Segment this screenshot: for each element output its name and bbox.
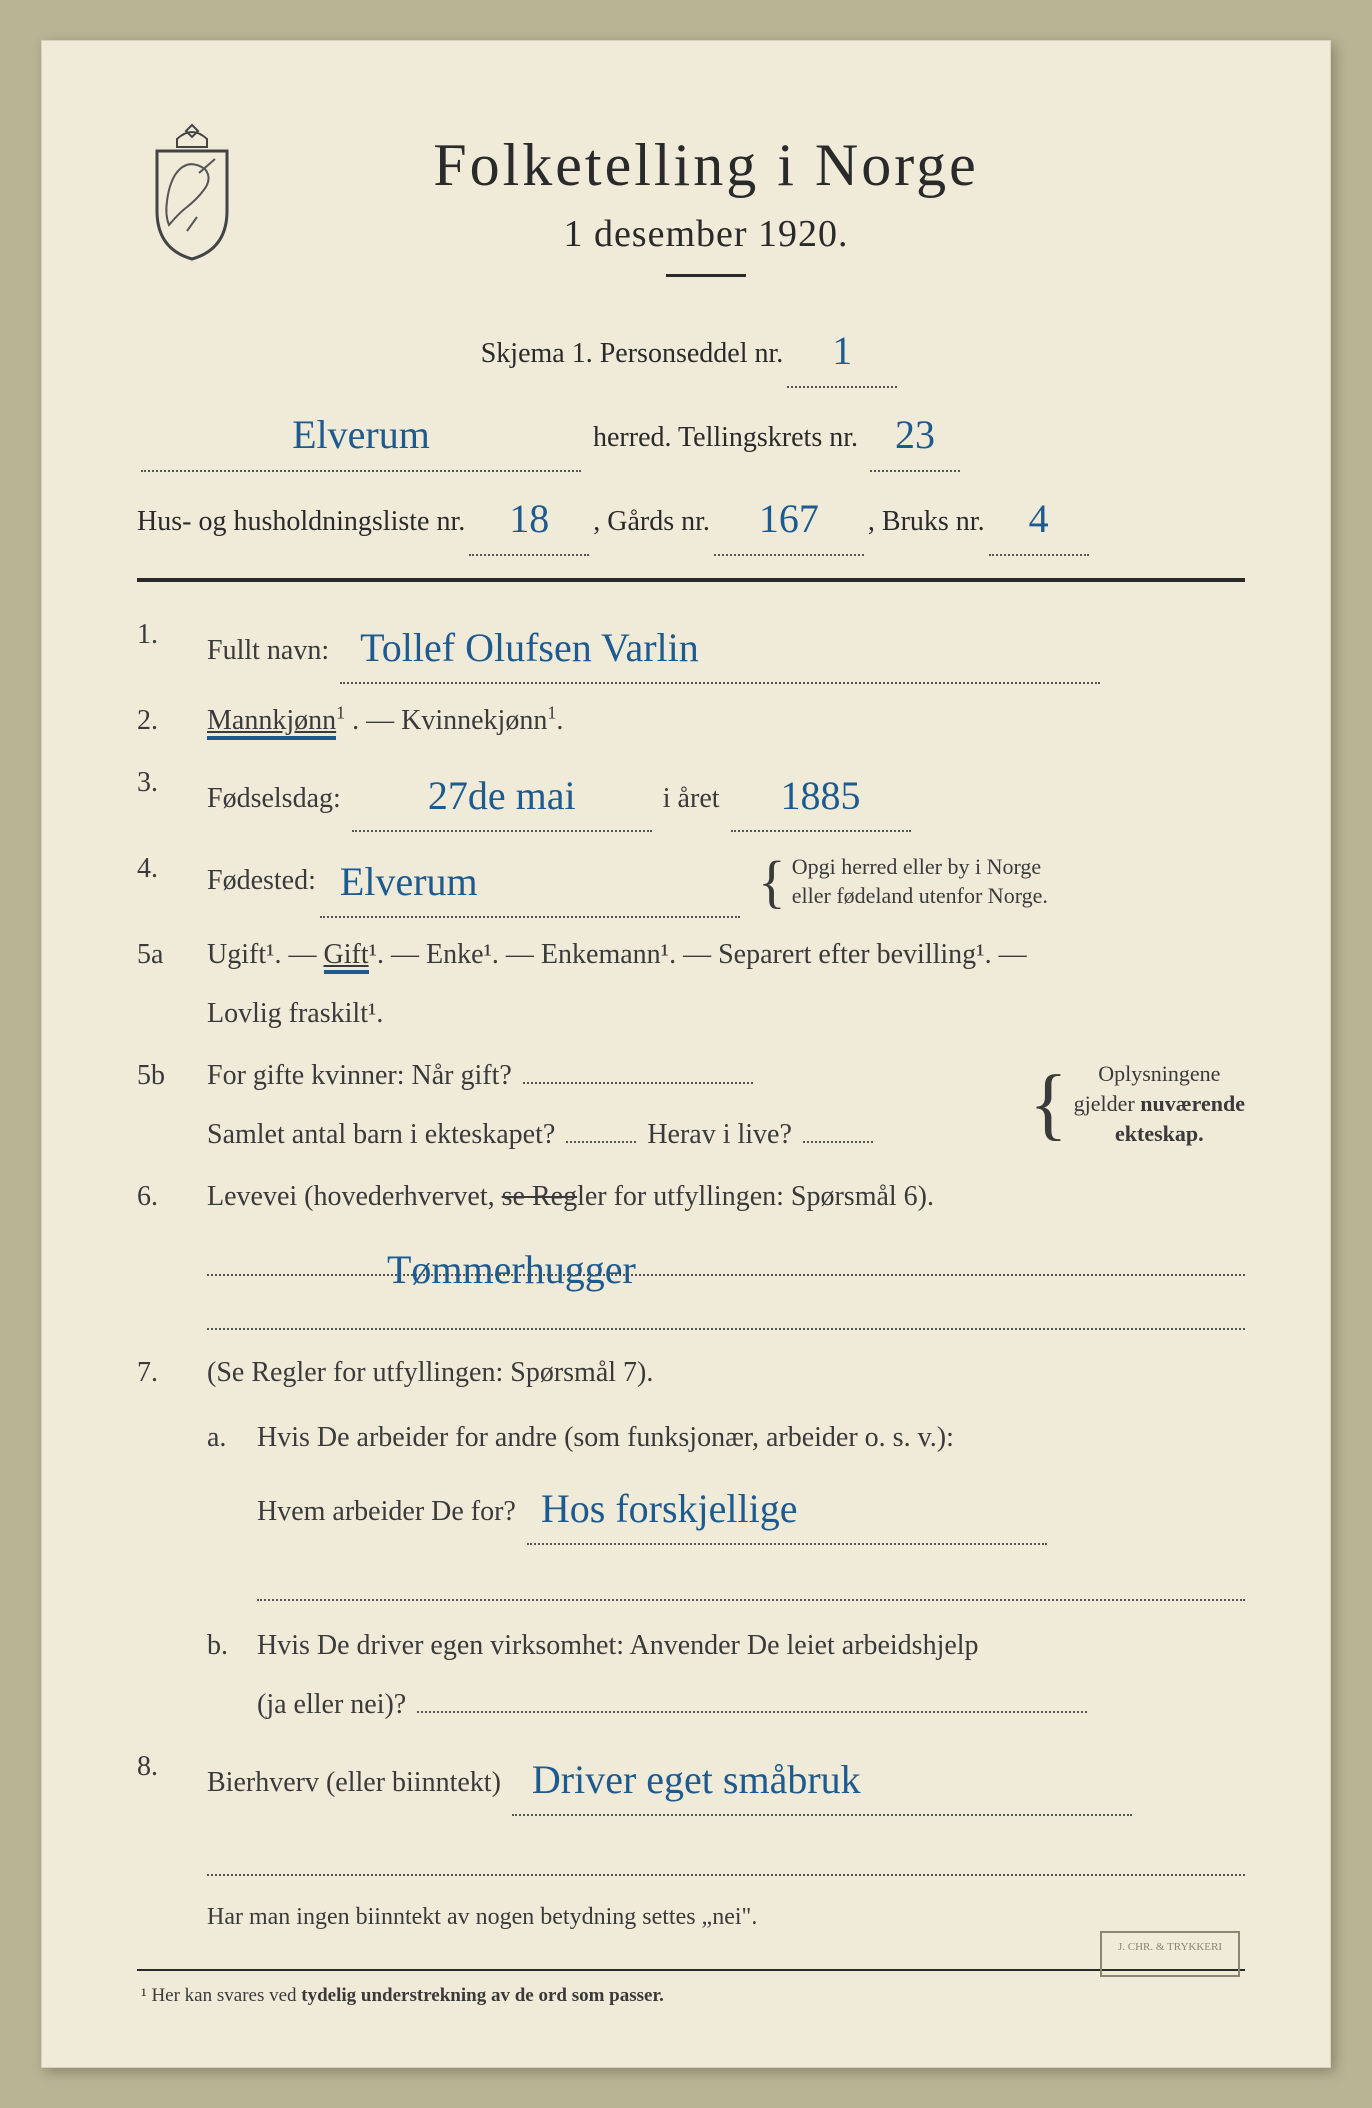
q5b-l1: For gifte kvinner: Når gift? bbox=[207, 1060, 512, 1091]
bruks-label: , Bruks nr. bbox=[868, 496, 985, 548]
q5a-line2: Lovlig fraskilt¹. bbox=[207, 989, 1245, 1039]
q2-trail: . bbox=[556, 705, 563, 736]
question-5a: 5a Ugift¹. — Gift¹. — Enke¹. — Enkemann¹… bbox=[137, 930, 1245, 1039]
bruks-value: 4 bbox=[1029, 496, 1049, 541]
q4-num: 4. bbox=[137, 844, 207, 918]
printer-stamp: J. CHR. & TRYKKERI bbox=[1100, 1931, 1240, 1977]
question-4: 4. Fødested: Elverum { Opgi herred eller… bbox=[137, 844, 1245, 918]
question-2: 2. Mannkjønn1 . — Kvinnekjønn1. bbox=[137, 696, 1245, 746]
q5a-num: 5a bbox=[137, 930, 207, 1039]
header: Folketelling i Norge 1 desember 1920. bbox=[137, 131, 1245, 277]
q2-num: 2. bbox=[137, 696, 207, 746]
q5b-num: 5b bbox=[137, 1051, 207, 1160]
question-8: 8. Bierhverv (eller biinntekt) Driver eg… bbox=[137, 1742, 1245, 1939]
footnote: ¹ Her kan svares ved tydelig understrekn… bbox=[137, 1985, 1245, 2007]
q6-value: Tømmerhugger bbox=[387, 1234, 636, 1278]
q4-label: Fødested: bbox=[207, 856, 316, 906]
q8-note: Har man ingen biinntekt av nogen betydni… bbox=[207, 1896, 1245, 1939]
hus-label: Hus- og husholdningsliste nr. bbox=[137, 496, 465, 548]
q4-sidenote: Opgi herred eller by i Norge eller fødel… bbox=[792, 852, 1048, 911]
q6-strike: se Reg bbox=[502, 1181, 577, 1212]
q7a-value: Hos forskjellige bbox=[541, 1486, 798, 1531]
gards-value: 167 bbox=[759, 496, 819, 541]
q7-num: 7. bbox=[137, 1348, 207, 1730]
question-1: 1. Fullt navn: Tollef Olufsen Varlin bbox=[137, 610, 1245, 684]
herred-value: Elverum bbox=[292, 412, 430, 457]
brace-icon: { bbox=[1029, 1084, 1067, 1124]
q1-label: Fullt navn: bbox=[207, 635, 329, 666]
q7a-l1: Hvis De arbeider for andre (som funksjon… bbox=[257, 1413, 1245, 1463]
q6-label-b: ler for utfyllingen: Spørsmål 6). bbox=[577, 1181, 934, 1212]
q2-sep: . — bbox=[352, 705, 394, 736]
header-fields: Skjema 1. Personseddel nr. 1 Elverum her… bbox=[137, 312, 1245, 556]
tellingskrets-value: 23 bbox=[895, 412, 935, 457]
divider-thin bbox=[137, 1969, 1245, 1971]
question-6: 6. Levevei (hovederhvervet, se Regler fo… bbox=[137, 1172, 1245, 1330]
q7-intro: (Se Regler for utfyllingen: Spørsmål 7). bbox=[207, 1348, 1245, 1398]
q3-num: 3. bbox=[137, 758, 207, 832]
census-form-page: Folketelling i Norge 1 desember 1920. Sk… bbox=[41, 40, 1331, 2068]
page-subtitle: 1 desember 1920. bbox=[287, 212, 1125, 256]
skjema-label: Skjema 1. Personseddel nr. bbox=[481, 328, 784, 380]
personseddel-value: 1 bbox=[832, 328, 852, 373]
hus-value: 18 bbox=[509, 496, 549, 541]
divider-bold bbox=[137, 578, 1245, 582]
q3-day: 27de mai bbox=[428, 773, 576, 818]
q7a-l2: Hvem arbeider De for? bbox=[257, 1496, 516, 1527]
q5b-l2b: Herav i live? bbox=[647, 1119, 792, 1150]
q4-value: Elverum bbox=[340, 859, 478, 904]
gards-label: , Gårds nr. bbox=[593, 496, 710, 548]
q5a-after: ¹. — Enke¹. — Enkemann¹. — Separert efte… bbox=[369, 939, 1027, 970]
q3-year-label: i året bbox=[663, 783, 720, 814]
q5b-l2a: Samlet antal barn i ekteskapet? bbox=[207, 1119, 555, 1150]
q1-num: 1. bbox=[137, 610, 207, 684]
q8-value: Driver eget småbruk bbox=[532, 1757, 861, 1802]
q5b-sidenote: Oplysningene gjelder nuværende ekteskap. bbox=[1074, 1059, 1245, 1148]
q3-label: Fødselsdag: bbox=[207, 783, 341, 814]
q8-label: Bierhverv (eller biinntekt) bbox=[207, 1767, 501, 1798]
q1-value: Tollef Olufsen Varlin bbox=[360, 625, 699, 670]
q7b-l1: Hvis De driver egen virksomhet: Anvender… bbox=[257, 1621, 1245, 1671]
q2-opt2: Kvinnekjønn bbox=[401, 705, 547, 736]
q6-num: 6. bbox=[137, 1172, 207, 1330]
brace-icon: { bbox=[758, 867, 786, 896]
q2-opt1: Mannkjønn bbox=[207, 705, 336, 740]
title-block: Folketelling i Norge 1 desember 1920. bbox=[287, 131, 1245, 277]
q5a-before: Ugift¹. — bbox=[207, 939, 324, 970]
q7a-num: a. bbox=[207, 1413, 257, 1601]
title-rule bbox=[666, 274, 746, 277]
coat-of-arms-icon bbox=[137, 121, 247, 261]
question-3: 3. Fødselsdag: 27de mai i året 1885 bbox=[137, 758, 1245, 832]
q8-num: 8. bbox=[137, 1742, 207, 1939]
q5a-selected: Gift bbox=[324, 939, 369, 974]
page-title: Folketelling i Norge bbox=[287, 131, 1125, 200]
q7b-l2: (ja eller nei)? bbox=[257, 1689, 406, 1720]
q6-label-a: Levevei (hovederhvervet, bbox=[207, 1181, 502, 1212]
q7b-num: b. bbox=[207, 1621, 257, 1730]
question-5b: 5b For gifte kvinner: Når gift? Samlet a… bbox=[137, 1051, 1245, 1160]
q3-year: 1885 bbox=[781, 773, 861, 818]
herred-label: herred. Tellingskrets nr. bbox=[593, 412, 858, 464]
question-7: 7. (Se Regler for utfyllingen: Spørsmål … bbox=[137, 1348, 1245, 1730]
